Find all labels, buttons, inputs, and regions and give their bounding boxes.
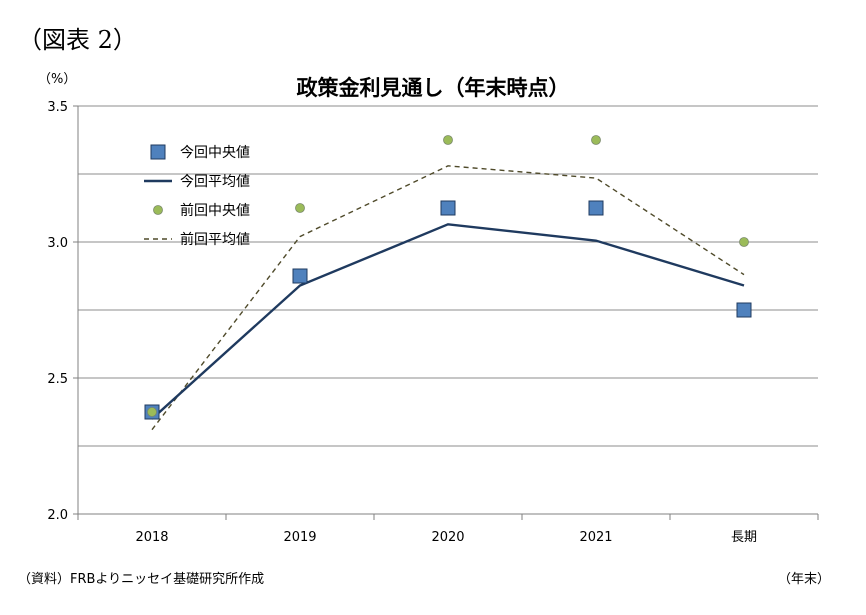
legend-label: 前回平均値 xyxy=(180,231,250,248)
current-median-point xyxy=(588,200,604,216)
x-tick-label: 2019 xyxy=(283,530,316,545)
legend-symbol-previous-median xyxy=(153,205,163,215)
current-median-point xyxy=(440,200,456,216)
current-median-point xyxy=(736,302,752,318)
legend-label: 前回中央値 xyxy=(180,202,250,219)
previous-average-line xyxy=(151,165,745,431)
chart-title: 政策金利見通し（年末時点） xyxy=(296,76,570,100)
legend-symbol-current-median xyxy=(150,144,166,160)
figure-label: （図表 2） xyxy=(18,26,137,54)
y-tick-label: 2.5 xyxy=(47,372,68,387)
previous-median-point xyxy=(739,237,749,247)
previous-median-point xyxy=(295,203,305,213)
previous-median-point xyxy=(147,407,157,417)
current-average-line xyxy=(151,223,745,420)
previous-median-point xyxy=(443,135,453,145)
x-tick-label: 長期 xyxy=(731,530,757,545)
current-median-point xyxy=(292,268,308,284)
x-tick-label: 2020 xyxy=(431,530,464,545)
legend-label: 今回平均値 xyxy=(180,174,250,190)
x-axis-unit: （年末） xyxy=(777,572,830,587)
x-tick-label: 2021 xyxy=(579,530,612,545)
y-tick-label: 3.0 xyxy=(47,236,68,251)
y-tick-label: 3.5 xyxy=(47,100,68,115)
y-tick-label: 2.0 xyxy=(47,508,68,523)
previous-median-point xyxy=(591,135,601,145)
x-tick-label: 2018 xyxy=(135,530,168,545)
source-note: （資料）FRBよりニッセイ基礎研究所作成 xyxy=(18,572,265,587)
legend-label: 今回中央値 xyxy=(180,145,250,161)
y-axis-unit: （%） xyxy=(38,72,77,87)
